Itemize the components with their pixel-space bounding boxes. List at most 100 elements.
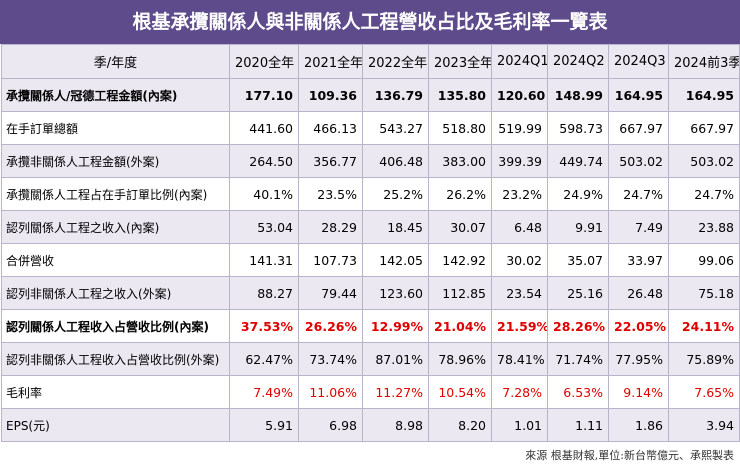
table-cell: 23.5% bbox=[298, 177, 363, 211]
table-cell: 5.91 bbox=[229, 408, 299, 442]
table-cell: 8.98 bbox=[362, 408, 429, 442]
table-cell: 7.65% bbox=[668, 375, 740, 409]
table-row: 認列非關係人工程收入占營收比例(外案) 62.47% 73.74% 87.01% 78.… bbox=[1, 342, 740, 376]
table-cell: 519.99 bbox=[491, 111, 548, 145]
table-row: 承攬關係人工程占在手訂單比例(內案) 40.1% 23.5% 25.2% 26.2% 23… bbox=[1, 177, 740, 211]
column-header: 2020全年 bbox=[229, 44, 299, 79]
table-cell: 112.85 bbox=[428, 276, 492, 310]
table-cell: 23.88 bbox=[668, 210, 740, 244]
table-cell: 120.60 bbox=[491, 78, 548, 112]
table-row: 承攬非關係人工程金額(外案) 264.50 356.77 406.48 383.00 39… bbox=[1, 144, 740, 178]
table-cell: 28.26% bbox=[547, 309, 609, 343]
table-cell: 1.86 bbox=[608, 408, 669, 442]
column-header: 季/年度 bbox=[1, 44, 230, 79]
table-cell: 356.77 bbox=[298, 144, 363, 178]
table-cell: 107.73 bbox=[298, 243, 363, 277]
table-cell: 75.18 bbox=[668, 276, 740, 310]
table-cell: 441.60 bbox=[229, 111, 299, 145]
table-row: 毛利率 7.49% 11.06% 11.27% 10.54% 7.28% 6.53% 9.14… bbox=[1, 375, 740, 409]
column-header: 2022全年 bbox=[362, 44, 429, 79]
table-cell: 449.74 bbox=[547, 144, 609, 178]
table-cell: 136.79 bbox=[362, 78, 429, 112]
table-cell: 6.53% bbox=[547, 375, 609, 409]
table-cell: 30.07 bbox=[428, 210, 492, 244]
row-label: 承攬非關係人工程金額(外案) bbox=[1, 144, 230, 178]
table-cell: 9.14% bbox=[608, 375, 669, 409]
table-cell: 598.73 bbox=[547, 111, 609, 145]
table-cell: 87.01% bbox=[362, 342, 429, 376]
table-cell: 33.97 bbox=[608, 243, 669, 277]
row-label: 認列非關係人工程收入占營收比例(外案) bbox=[1, 342, 230, 376]
table-cell: 123.60 bbox=[362, 276, 429, 310]
table-cell: 23.54 bbox=[491, 276, 548, 310]
table-cell: 99.06 bbox=[668, 243, 740, 277]
table-row: 合併營收 141.31 107.73 142.05 142.92 30.02 35.07 33… bbox=[1, 243, 740, 277]
table-cell: 1.11 bbox=[547, 408, 609, 442]
table-cell: 24.9% bbox=[547, 177, 609, 211]
table-cell: 503.02 bbox=[608, 144, 669, 178]
header-row: 季/年度 2020全年 2021全年 2022全年 2023全年 2024Q1 2024Q2… bbox=[1, 44, 740, 79]
row-label: 合併營收 bbox=[1, 243, 230, 277]
table-row: 認列關係人工程收入占營收比例(內案) 37.53% 26.26% 12.99% 21.0… bbox=[1, 309, 740, 343]
table-row: 認列非關係人工程之收入(外案) 88.27 79.44 123.60 112.85 23.… bbox=[1, 276, 740, 310]
table-cell: 9.91 bbox=[547, 210, 609, 244]
row-label: 毛利率 bbox=[1, 375, 230, 409]
table-cell: 141.31 bbox=[229, 243, 299, 277]
table-cell: 142.05 bbox=[362, 243, 429, 277]
table-cell: 12.99% bbox=[362, 309, 429, 343]
column-header: 2021全年 bbox=[298, 44, 363, 79]
table-cell: 53.04 bbox=[229, 210, 299, 244]
table-cell: 22.05% bbox=[608, 309, 669, 343]
title: 根基承攬關係人與非關係人工程營收占比及毛利率一覽表 bbox=[0, 0, 740, 44]
table-cell: 62.47% bbox=[229, 342, 299, 376]
table-cell: 24.7% bbox=[668, 177, 740, 211]
table-row: 在手訂單總額 441.60 466.13 543.27 518.80 519.99 598.… bbox=[1, 111, 740, 145]
column-header: 2024Q1 bbox=[491, 44, 548, 79]
table-cell: 78.96% bbox=[428, 342, 492, 376]
table-cell: 148.99 bbox=[547, 78, 609, 112]
table-cell: 164.95 bbox=[608, 78, 669, 112]
table-cell: 667.97 bbox=[608, 111, 669, 145]
table-cell: 518.80 bbox=[428, 111, 492, 145]
table-cell: 135.80 bbox=[428, 78, 492, 112]
table-cell: 71.74% bbox=[547, 342, 609, 376]
row-label: 承攬關係人工程占在手訂單比例(內案) bbox=[1, 177, 230, 211]
table-cell: 264.50 bbox=[229, 144, 299, 178]
table-row: EPS(元) 5.91 6.98 8.98 8.20 1.01 1.11 1.86 3.94 bbox=[1, 408, 740, 442]
row-label: 認列關係人工程收入占營收比例(內案) bbox=[1, 309, 230, 343]
table-cell: 78.41% bbox=[491, 342, 548, 376]
table-cell: 7.49% bbox=[229, 375, 299, 409]
table-cell: 667.97 bbox=[668, 111, 740, 145]
table-row: 認列關係人工程之收入(內案) 53.04 28.29 18.45 30.07 6.48 9.… bbox=[1, 210, 740, 244]
table-cell: 88.27 bbox=[229, 276, 299, 310]
table-cell: 177.10 bbox=[229, 78, 299, 112]
table-cell: 35.07 bbox=[547, 243, 609, 277]
table-cell: 40.1% bbox=[229, 177, 299, 211]
column-header: 2023全年 bbox=[428, 44, 492, 79]
table-cell: 109.36 bbox=[298, 78, 363, 112]
table-cell: 6.48 bbox=[491, 210, 548, 244]
table-cell: 383.00 bbox=[428, 144, 492, 178]
table-cell: 77.95% bbox=[608, 342, 669, 376]
table-cell: 8.20 bbox=[428, 408, 492, 442]
table-cell: 37.53% bbox=[229, 309, 299, 343]
table-cell: 7.49 bbox=[608, 210, 669, 244]
source-note: 來源 根基財報,單位:新台幣億元、承熙製表 bbox=[525, 449, 734, 462]
table-cell: 503.02 bbox=[668, 144, 740, 178]
row-label: 認列關係人工程之收入(內案) bbox=[1, 210, 230, 244]
table-cell: 73.74% bbox=[298, 342, 363, 376]
table-cell: 6.98 bbox=[298, 408, 363, 442]
table-cell: 24.11% bbox=[668, 309, 740, 343]
table-cell: 26.48 bbox=[608, 276, 669, 310]
table-cell: 26.2% bbox=[428, 177, 492, 211]
table-cell: 3.94 bbox=[668, 408, 740, 442]
table-cell: 28.29 bbox=[298, 210, 363, 244]
table-cell: 25.16 bbox=[547, 276, 609, 310]
table-cell: 25.2% bbox=[362, 177, 429, 211]
table-cell: 21.59% bbox=[491, 309, 548, 343]
row-label: EPS(元) bbox=[1, 408, 230, 442]
table-cell: 142.92 bbox=[428, 243, 492, 277]
table-cell: 18.45 bbox=[362, 210, 429, 244]
column-header: 2024前3季 bbox=[668, 44, 740, 79]
